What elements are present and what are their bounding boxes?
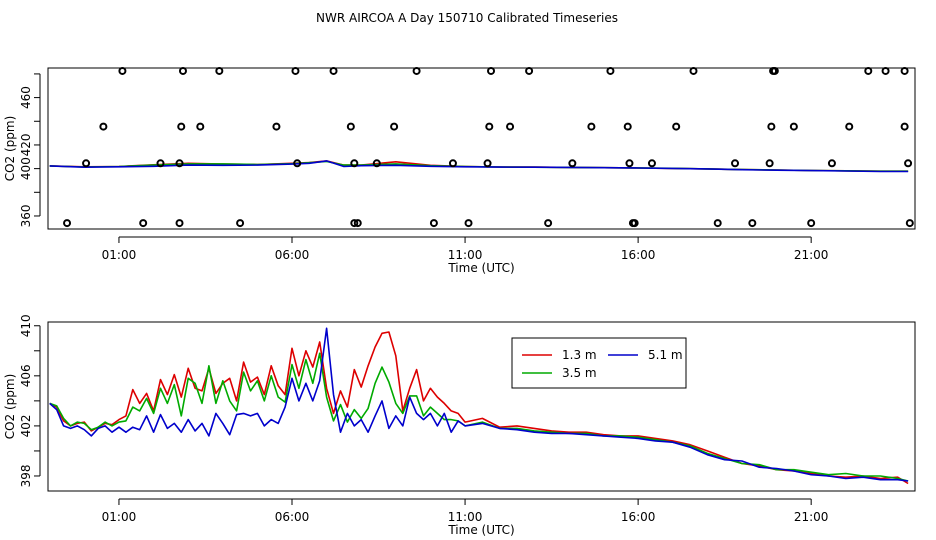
outlier-point (845, 122, 854, 131)
x-axis-label: Time (UTC) (447, 523, 514, 537)
legend-label: 5.1 m (648, 348, 683, 362)
outlier-point (506, 122, 515, 131)
outlier-point (448, 159, 457, 168)
outlier-point (156, 159, 165, 168)
plot-frame (47, 321, 916, 492)
series-line-3 (49, 160, 909, 173)
outlier-point (525, 66, 534, 75)
outlier-point (177, 122, 186, 131)
outlier-point (827, 159, 836, 168)
outlier-point (767, 122, 776, 131)
x-tick-label: 11:00 (448, 248, 483, 262)
series-line-3 (49, 327, 909, 482)
outlier-point (236, 219, 245, 228)
x-tick-label: 11:00 (448, 510, 483, 524)
chart-title: NWR AIRCOA A Day 150710 Calibrated Times… (316, 11, 618, 25)
outlier-point (139, 219, 148, 228)
outlier-point (118, 66, 127, 75)
outlier-point (765, 159, 774, 168)
outlier-point (904, 159, 913, 168)
y-axis-label: CO2 (ppm) (3, 374, 17, 440)
outlier-point (807, 219, 816, 228)
outlier-point (864, 66, 873, 75)
outlier-point (623, 122, 632, 131)
outlier-point (770, 66, 779, 75)
legend-label: 3.5 m (562, 366, 597, 380)
outlier-point (900, 66, 909, 75)
x-axis-label: Time (UTC) (447, 261, 514, 275)
outlier-point (568, 159, 577, 168)
outlier-point (647, 159, 656, 168)
series-line-2 (49, 352, 909, 482)
outlier-point (900, 122, 909, 131)
x-tick-label: 06:00 (275, 248, 310, 262)
outlier-point (329, 66, 338, 75)
outlier-point (175, 219, 184, 228)
outlier-point (293, 159, 302, 168)
y-tick-label: 360 (19, 205, 33, 228)
plot-frame (47, 67, 916, 230)
y-tick-label: 398 (19, 465, 33, 488)
outlier-point (350, 219, 359, 228)
outlier-point (789, 122, 798, 131)
x-tick-label: 16:00 (621, 248, 656, 262)
outlier-point (82, 159, 91, 168)
series-line-1 (49, 331, 909, 485)
y-tick-label: 406 (19, 364, 33, 387)
outlier-point (350, 159, 359, 168)
x-tick-label: 16:00 (621, 510, 656, 524)
y-tick-label: 400 (19, 157, 33, 180)
y-tick-label: 402 (19, 414, 33, 437)
outlier-point (353, 219, 362, 228)
outlier-point (390, 122, 399, 131)
outlier-point (272, 122, 281, 131)
outlier-point (372, 159, 381, 168)
y-tick-label: 410 (19, 314, 33, 337)
top-panel: 01:00 06:00 11:00 16:00 21:00 Time (UTC) 360 40… (3, 66, 916, 275)
y-tick-label: 460 (19, 86, 33, 109)
outlier-point (587, 122, 596, 131)
x-tick-label: 06:00 (275, 510, 310, 524)
legend: 1.3 m 3.5 m 5.1 m (511, 337, 687, 389)
outlier-point (625, 159, 634, 168)
x-tick-label: 21:00 (794, 248, 829, 262)
outlier-point (483, 159, 492, 168)
outlier-point (689, 66, 698, 75)
y-tick-label: 420 (19, 133, 33, 156)
x-tick-label: 01:00 (102, 510, 137, 524)
outlier-point (544, 219, 553, 228)
x-tick-label: 21:00 (794, 510, 829, 524)
outlier-point (175, 159, 184, 168)
outlier-point (881, 66, 890, 75)
outlier-point (346, 122, 355, 131)
outlier-point (99, 122, 108, 131)
y-axis-label: CO2 (ppm) (3, 116, 17, 182)
bottom-panel: 01:00 06:00 11:00 16:00 21:00 Time (UTC) 398 40… (3, 314, 916, 537)
outlier-point (905, 219, 914, 228)
outlier-point (464, 219, 473, 228)
outlier-point (429, 219, 438, 228)
outlier-point (215, 66, 224, 75)
outlier-point (196, 122, 205, 131)
legend-label: 1.3 m (562, 348, 597, 362)
outlier-point (291, 66, 300, 75)
outlier-point (713, 219, 722, 228)
outlier-point (606, 66, 615, 75)
x-tick-label: 01:00 (102, 248, 137, 262)
legend-box (511, 337, 687, 389)
outlier-point (630, 219, 639, 228)
outlier-point (63, 219, 72, 228)
outlier-point (731, 159, 740, 168)
outlier-point (672, 122, 681, 131)
outlier-point (412, 66, 421, 75)
outlier-point (487, 66, 496, 75)
outlier-point (485, 122, 494, 131)
outlier-point (178, 66, 187, 75)
outlier-point (748, 219, 757, 228)
